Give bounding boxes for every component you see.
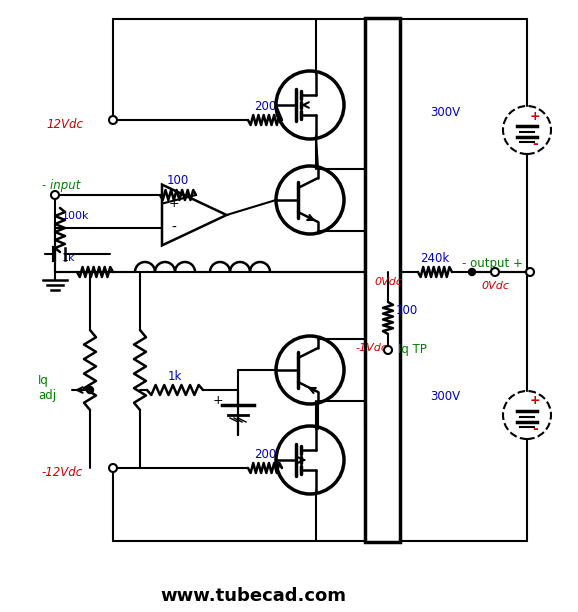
- Text: 100: 100: [396, 304, 418, 316]
- Text: 240k: 240k: [420, 252, 450, 264]
- Text: 300V: 300V: [430, 390, 460, 403]
- Text: - input: - input: [42, 179, 80, 192]
- Text: www.tubecad.com: www.tubecad.com: [160, 587, 346, 605]
- Text: Iq TP: Iq TP: [398, 343, 427, 357]
- Text: 0Vdc: 0Vdc: [374, 277, 402, 287]
- Text: -: -: [172, 222, 176, 235]
- Text: 100: 100: [167, 173, 189, 187]
- Text: +: +: [529, 110, 540, 122]
- Text: +: +: [529, 395, 540, 408]
- Text: 100k: 100k: [62, 211, 90, 221]
- Text: 1k: 1k: [168, 370, 182, 382]
- Circle shape: [51, 191, 59, 199]
- Circle shape: [526, 268, 534, 276]
- Circle shape: [109, 464, 117, 472]
- Circle shape: [384, 346, 392, 354]
- Text: - output +: - output +: [462, 258, 523, 271]
- Text: -: -: [532, 137, 538, 151]
- Text: +: +: [213, 395, 223, 408]
- Text: 200: 200: [254, 447, 276, 460]
- Text: -: -: [532, 422, 538, 436]
- Circle shape: [491, 268, 499, 276]
- Text: -1Vdc: -1Vdc: [355, 343, 387, 353]
- Text: +: +: [169, 197, 179, 210]
- Circle shape: [87, 387, 94, 394]
- Text: 0Vdc: 0Vdc: [481, 281, 509, 291]
- Text: -12Vdc: -12Vdc: [42, 466, 83, 479]
- Text: 1k: 1k: [62, 253, 76, 263]
- Bar: [365, 18, 400, 542]
- Text: 300V: 300V: [430, 105, 460, 119]
- Text: Iq
adj: Iq adj: [38, 374, 56, 402]
- Circle shape: [469, 269, 476, 275]
- Text: 12Vdc: 12Vdc: [46, 119, 83, 132]
- Text: 200: 200: [254, 100, 276, 113]
- Circle shape: [109, 116, 117, 124]
